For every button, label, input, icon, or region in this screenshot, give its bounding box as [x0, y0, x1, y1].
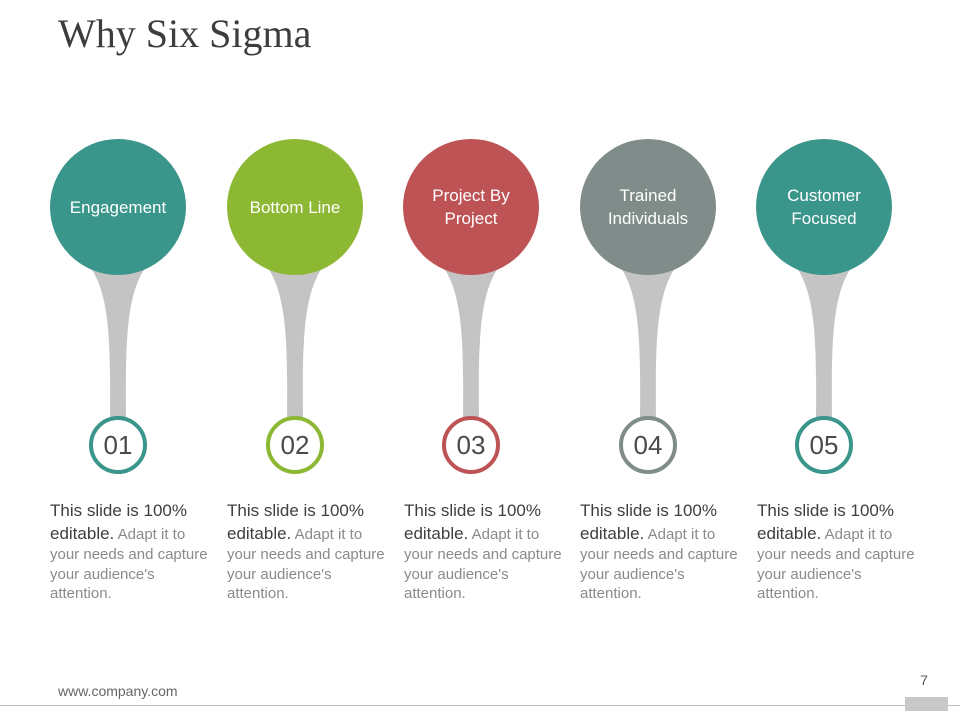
- number-text: 04: [633, 429, 663, 460]
- circle-trained-individuals[interactable]: Trained Individuals: [580, 139, 716, 275]
- footer-divider: [0, 705, 960, 706]
- description-02: This slide is 100% editable. Adapt it to…: [227, 499, 392, 604]
- stem-05: [795, 265, 853, 418]
- page-tab: [905, 697, 948, 711]
- footer-url[interactable]: www.company.com: [58, 683, 178, 699]
- number-text: 03: [456, 429, 486, 460]
- description-lead: This slide is 100% editable.: [580, 501, 718, 543]
- number-badge-03: 03: [442, 416, 500, 474]
- circle-label: Bottom Line: [249, 197, 341, 217]
- number-badge-04: 04: [619, 416, 677, 474]
- description-01: This slide is 100% editable. Adapt it to…: [50, 499, 215, 604]
- description-lead: This slide is 100% editable.: [227, 501, 365, 543]
- description-body: Adapt it to your needs and capture your …: [50, 526, 208, 602]
- description-body: Adapt it to your needs and capture your …: [404, 526, 562, 602]
- description-lead: This slide is 100% editable.: [404, 501, 542, 543]
- number-text: 01: [103, 429, 133, 460]
- page-number: 7: [920, 672, 928, 688]
- description-body: Adapt it to your needs and capture your …: [757, 526, 915, 602]
- slide-title: Why Six Sigma: [58, 11, 312, 56]
- number-badge-05: 05: [795, 416, 853, 474]
- circle-project-by-project[interactable]: Project By Project: [403, 139, 539, 275]
- circle-bottom-line[interactable]: Bottom Line: [227, 139, 363, 275]
- number-text: 02: [280, 429, 310, 460]
- number-badge-02: 02: [266, 416, 324, 474]
- description-body: Adapt it to your needs and capture your …: [227, 526, 385, 602]
- number-text: 05: [809, 429, 839, 460]
- number-badge-01: 01: [89, 416, 147, 474]
- stem-03: [442, 265, 500, 418]
- circle-label: Trained Individuals: [607, 186, 689, 228]
- description-lead: This slide is 100% editable.: [757, 501, 895, 543]
- description-03: This slide is 100% editable. Adapt it to…: [404, 499, 569, 604]
- description-lead: This slide is 100% editable.: [50, 501, 188, 543]
- description-05: This slide is 100% editable. Adapt it to…: [757, 499, 922, 604]
- circle-customer-focused[interactable]: Customer Focused: [756, 139, 892, 275]
- circle-label: Project By Project: [432, 186, 510, 228]
- circle-label: Engagement: [69, 197, 167, 217]
- description-body: Adapt it to your needs and capture your …: [580, 526, 738, 602]
- circle-label: Customer Focused: [787, 186, 861, 228]
- stem-02: [266, 265, 324, 418]
- circle-engagement[interactable]: Engagement: [50, 139, 186, 275]
- stem-01: [89, 265, 147, 418]
- stem-04: [619, 265, 677, 418]
- description-04: This slide is 100% editable. Adapt it to…: [580, 499, 745, 604]
